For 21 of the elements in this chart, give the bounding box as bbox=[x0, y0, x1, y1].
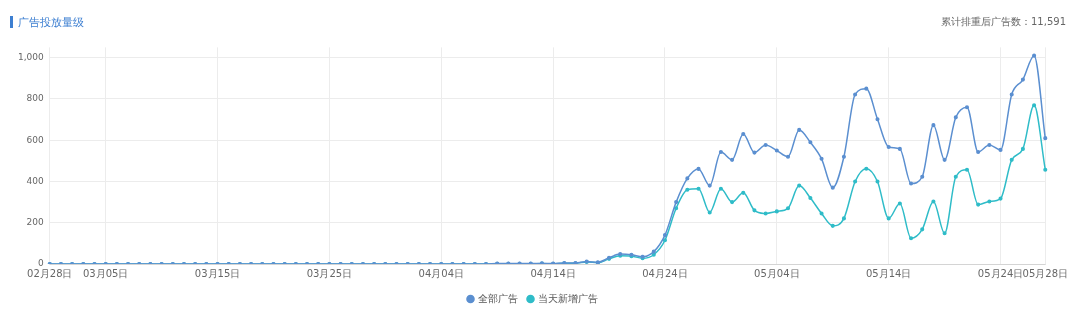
y-tick-label: 0 bbox=[38, 258, 45, 269]
x-tick-label: 03月05日 bbox=[82, 267, 129, 279]
x-tick-label: 05月04日 bbox=[754, 267, 800, 279]
chart-title: 广告投放量级 bbox=[18, 14, 84, 30]
x-tick-label: 03月15日 bbox=[194, 267, 241, 279]
x-tick-label: 04月04日 bbox=[418, 267, 464, 279]
chart-subtitle: 累计排重后广告数：11,591 bbox=[941, 15, 1066, 29]
x-tick-label: 03月25日 bbox=[306, 267, 353, 279]
x-tick-label: 05月28日 bbox=[1022, 267, 1068, 279]
y-tick-label: 800 bbox=[26, 93, 45, 104]
x-tick-label: 05月14日 bbox=[865, 267, 912, 279]
x-tick-label: 04月24日 bbox=[642, 267, 688, 279]
y-tick-label: 600 bbox=[26, 134, 45, 145]
y-tick-label: 400 bbox=[26, 175, 45, 186]
legend-label: 当天新增广告 bbox=[538, 292, 598, 304]
legend-label: 全部广告 bbox=[478, 292, 518, 304]
y-tick-label: 200 bbox=[26, 217, 45, 228]
x-tick-label: 04月14日 bbox=[530, 267, 576, 279]
x-tick-label: 02月28日 bbox=[27, 267, 73, 279]
x-tick-label: 05月24日 bbox=[977, 267, 1024, 279]
y-tick-label: 1,000 bbox=[18, 52, 45, 63]
